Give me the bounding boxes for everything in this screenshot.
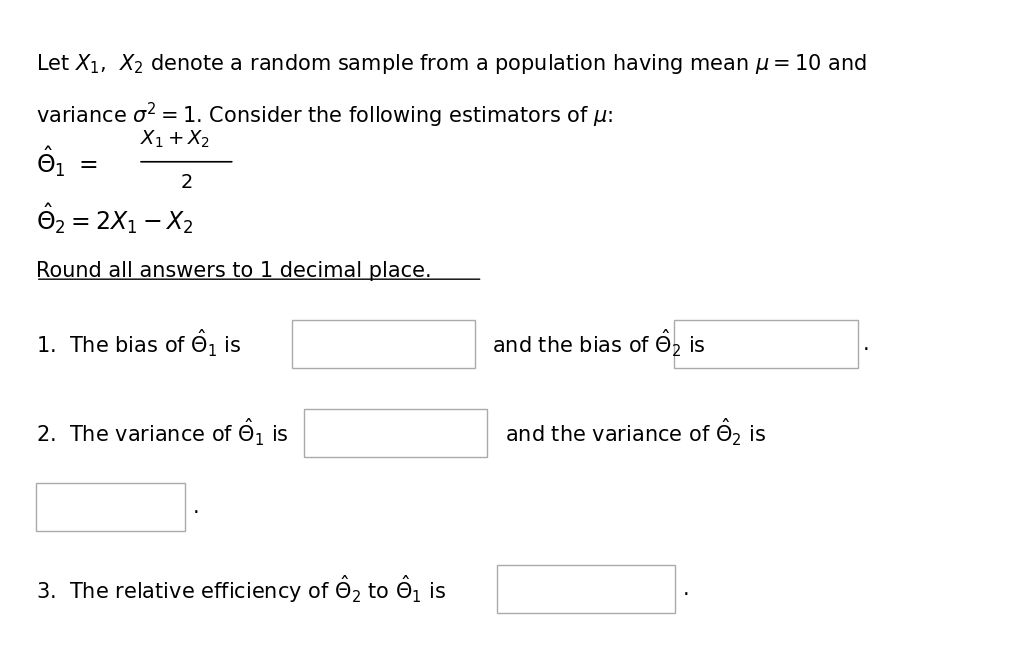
Text: 1.  The bias of $\hat{\Theta}_1$ is: 1. The bias of $\hat{\Theta}_1$ is xyxy=(36,328,242,359)
FancyBboxPatch shape xyxy=(291,320,475,368)
Text: .: . xyxy=(683,579,690,599)
FancyBboxPatch shape xyxy=(497,565,676,613)
Text: and the variance of $\hat{\Theta}_2$ is: and the variance of $\hat{\Theta}_2$ is xyxy=(505,417,765,448)
Text: $\hat{\Theta}_2 = 2X_1 - X_2$: $\hat{\Theta}_2 = 2X_1 - X_2$ xyxy=(36,201,193,236)
Text: variance $\sigma^2 = 1$. Consider the following estimators of $\mu$:: variance $\sigma^2 = 1$. Consider the fo… xyxy=(36,100,614,130)
Text: and the bias of $\hat{\Theta}_2$ is: and the bias of $\hat{\Theta}_2$ is xyxy=(492,328,706,359)
Text: .: . xyxy=(193,497,199,517)
Text: Let $X_1$,  $X_2$ denote a random sample from a population having mean $\mu = 10: Let $X_1$, $X_2$ denote a random sample … xyxy=(36,52,867,76)
FancyBboxPatch shape xyxy=(36,482,185,531)
FancyBboxPatch shape xyxy=(675,320,857,368)
Text: Round all answers to 1 decimal place.: Round all answers to 1 decimal place. xyxy=(36,262,432,281)
Text: 3.  The relative efficiency of $\hat{\Theta}_2$ to $\hat{\Theta}_1$ is: 3. The relative efficiency of $\hat{\The… xyxy=(36,573,446,605)
FancyBboxPatch shape xyxy=(304,409,488,457)
Text: $\hat{\Theta}_1\ =$: $\hat{\Theta}_1\ =$ xyxy=(36,144,97,179)
Text: .: . xyxy=(863,333,869,354)
Text: 2.  The variance of $\hat{\Theta}_1$ is: 2. The variance of $\hat{\Theta}_1$ is xyxy=(36,417,288,448)
Text: $X_1+X_2$: $X_1+X_2$ xyxy=(140,129,210,150)
Text: $2$: $2$ xyxy=(180,173,192,192)
